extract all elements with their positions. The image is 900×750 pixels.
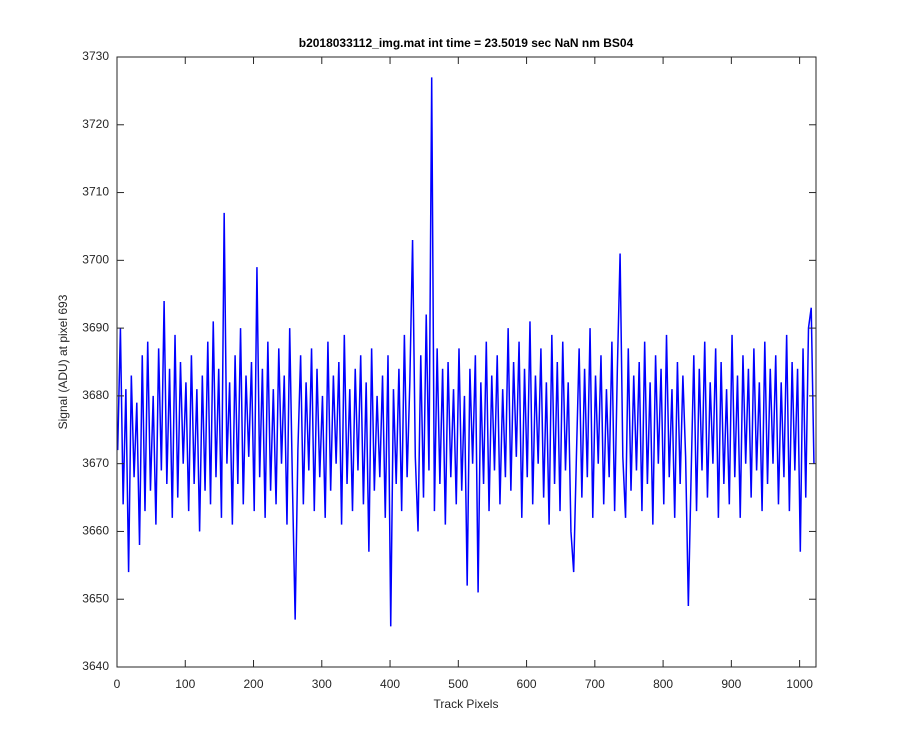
y-tick-label: 3730 [82, 49, 109, 63]
data-line [116, 77, 815, 627]
y-tick-label: 3650 [82, 591, 109, 605]
y-tick-label: 3700 [82, 253, 109, 267]
x-tick-label: 300 [312, 677, 332, 691]
x-tick-label: 600 [517, 677, 537, 691]
x-tick-label: 200 [244, 677, 264, 691]
x-tick-label: 100 [175, 677, 195, 691]
chart-title: b2018033112_img.mat int time = 23.5019 s… [299, 36, 634, 50]
y-tick-label: 3680 [82, 388, 109, 402]
x-tick-label: 400 [380, 677, 400, 691]
y-axis-label: Signal (ADU) at pixel 693 [56, 294, 70, 429]
y-tick-label: 3640 [82, 659, 109, 673]
y-tick-label: 3710 [82, 185, 109, 199]
x-tick-label: 1000 [786, 677, 813, 691]
x-tick-label: 500 [448, 677, 468, 691]
x-tick-label: 900 [721, 677, 741, 691]
y-tick-label: 3720 [82, 117, 109, 131]
x-tick-label: 800 [653, 677, 673, 691]
y-tick-label: 3660 [82, 524, 109, 538]
x-tick-label: 700 [585, 677, 605, 691]
x-axis-label: Track Pixels [434, 697, 499, 711]
y-tick-label: 3690 [82, 320, 109, 334]
y-tick-label: 3670 [82, 456, 109, 470]
x-tick-label: 0 [114, 677, 121, 691]
axes-box [116, 56, 817, 668]
